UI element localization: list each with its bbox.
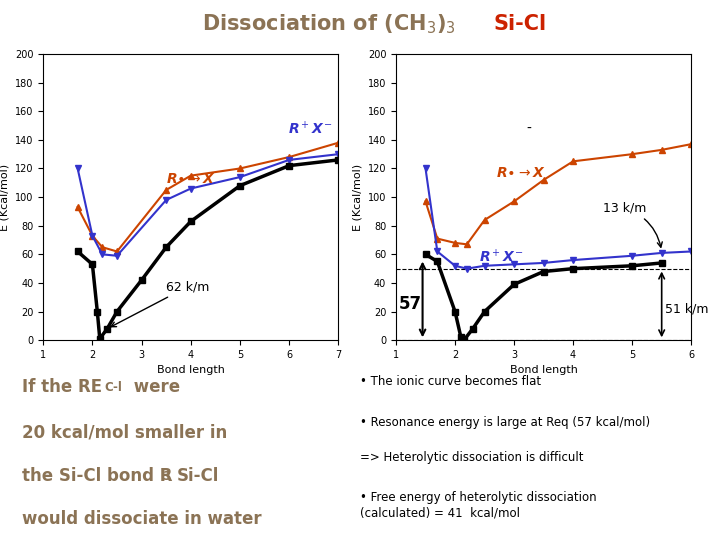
Text: R$\bullet$$\rightarrow$X: R$\bullet$$\rightarrow$X: [166, 172, 216, 186]
Text: Si-Cl: Si-Cl: [493, 14, 546, 35]
Text: • Resonance energy is large at Req (57 kcal/mol): • Resonance energy is large at Req (57 k…: [360, 416, 650, 429]
Text: -: -: [526, 122, 531, 136]
Text: C-l: C-l: [104, 381, 122, 394]
Text: 51 k/m: 51 k/m: [665, 302, 708, 315]
Text: Si-Cl: Si-Cl: [176, 467, 219, 485]
Text: If the RE: If the RE: [22, 378, 102, 396]
Text: 57: 57: [399, 295, 422, 313]
X-axis label: Bond length: Bond length: [510, 366, 577, 375]
Y-axis label: E (Kcal/mol): E (Kcal/mol): [352, 164, 362, 231]
Text: => Heterolytic dissociation is difficult: => Heterolytic dissociation is difficult: [360, 451, 583, 464]
Text: • Free energy of heterolytic dissociation
(calculated) = 41  kcal/mol: • Free energy of heterolytic dissociatio…: [360, 491, 597, 519]
Text: 20 kcal/mol smaller in: 20 kcal/mol smaller in: [22, 424, 227, 442]
X-axis label: Bond length: Bond length: [157, 366, 225, 375]
Text: were: were: [128, 378, 180, 396]
Text: R$^+$X$^-$: R$^+$X$^-$: [289, 120, 333, 137]
Text: • The ionic curve becomes flat: • The ionic curve becomes flat: [360, 375, 541, 388]
Y-axis label: E (Kcal/mol): E (Kcal/mol): [0, 164, 9, 231]
Text: R$^+$X$^-$: R$^+$X$^-$: [479, 248, 523, 266]
Text: 3: 3: [162, 470, 170, 483]
Text: 13 k/m: 13 k/m: [603, 201, 662, 247]
Text: would dissociate in water: would dissociate in water: [22, 510, 261, 528]
Text: R$\bullet$$\rightarrow$X: R$\bullet$$\rightarrow$X: [496, 166, 546, 180]
Text: the Si-Cl bond R: the Si-Cl bond R: [22, 467, 172, 485]
Text: 62 k/m: 62 k/m: [111, 280, 210, 327]
Text: Dissociation of (CH$_3$)$_3$: Dissociation of (CH$_3$)$_3$: [202, 12, 455, 36]
